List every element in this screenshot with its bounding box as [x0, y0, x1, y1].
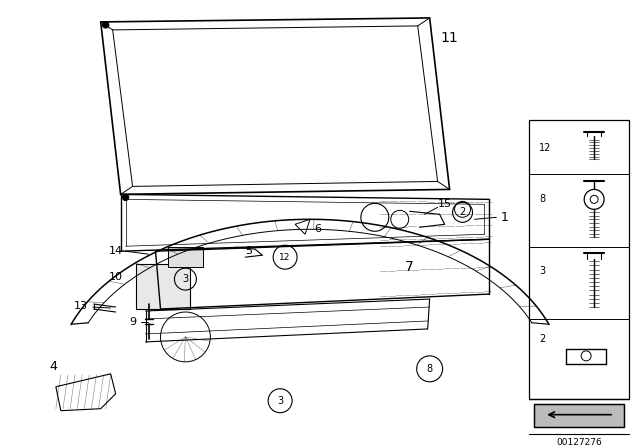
Text: 6: 6 [314, 224, 321, 234]
Bar [168, 247, 204, 267]
Text: 1: 1 [500, 211, 508, 224]
Text: 3: 3 [182, 274, 189, 284]
Text: 11: 11 [441, 31, 458, 45]
Bar [136, 264, 191, 309]
Text: 12: 12 [540, 142, 552, 152]
Text: 00127276: 00127276 [556, 438, 602, 447]
Text: 10: 10 [109, 272, 123, 282]
Text: 2: 2 [460, 207, 466, 217]
Text: 5: 5 [244, 246, 252, 256]
Text: 4: 4 [49, 360, 57, 373]
Text: 2: 2 [540, 334, 545, 344]
Circle shape [123, 194, 129, 200]
Text: 14: 14 [109, 246, 123, 256]
Text: 8: 8 [427, 364, 433, 374]
Circle shape [102, 22, 109, 28]
Text: 9: 9 [129, 317, 136, 327]
Text: 12: 12 [280, 253, 291, 262]
Text: 3: 3 [540, 266, 545, 276]
Text: 8: 8 [540, 194, 545, 204]
Bar [534, 404, 624, 426]
Text: 7: 7 [405, 260, 414, 274]
Text: 15: 15 [438, 199, 452, 209]
Text: 3: 3 [277, 396, 283, 406]
Text: 13: 13 [74, 301, 88, 311]
